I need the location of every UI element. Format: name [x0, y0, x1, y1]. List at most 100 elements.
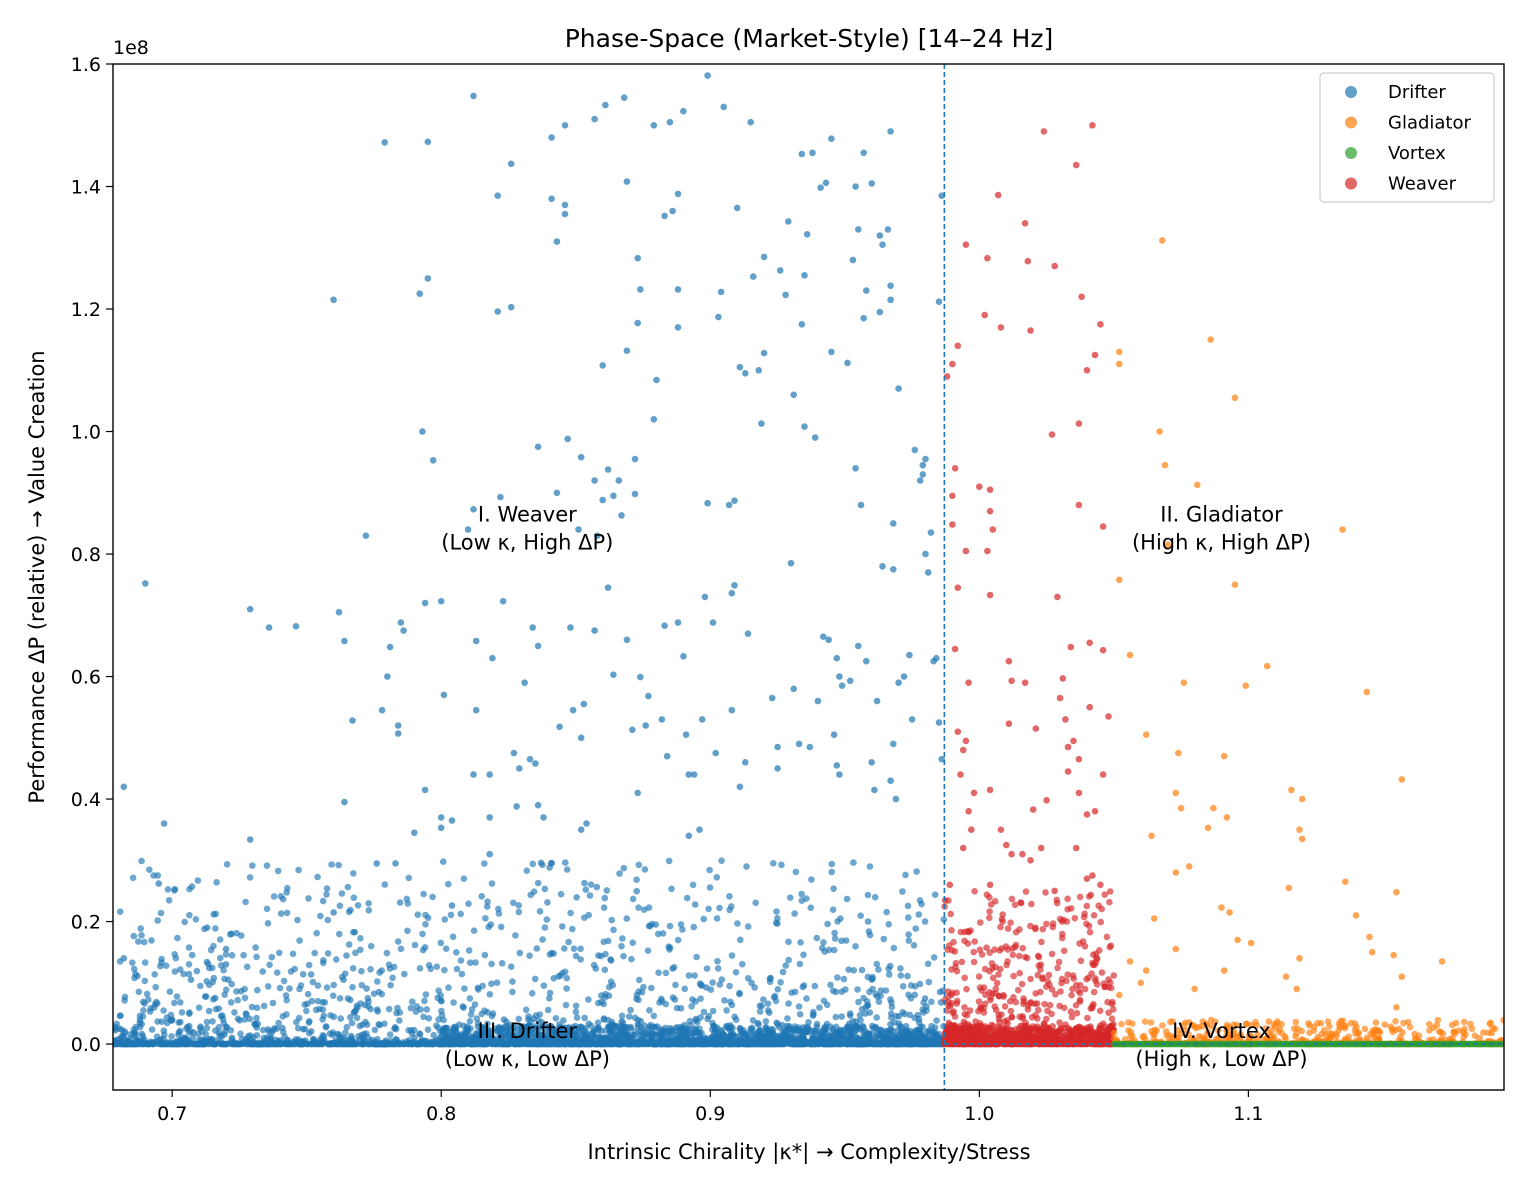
drifter-point — [818, 944, 826, 952]
drifter-point — [404, 927, 411, 935]
drifter-point — [795, 1003, 803, 1010]
drifter-point — [791, 988, 799, 996]
drifter-point — [880, 935, 888, 943]
drifter-point — [598, 998, 605, 1006]
drifter-point — [904, 902, 912, 910]
drifter-point — [329, 992, 337, 999]
drifter-point — [228, 980, 235, 988]
weaver-point — [1009, 951, 1017, 959]
drifter-point — [697, 995, 704, 1002]
weaver-point — [1069, 985, 1076, 993]
drifter-point — [923, 1007, 930, 1014]
weaver-point — [1081, 985, 1089, 993]
weaver-point — [983, 1030, 990, 1037]
drifter-point — [528, 990, 536, 997]
drifter-point — [756, 1008, 764, 1015]
drifter-point — [728, 952, 736, 959]
drifter-point — [530, 1015, 537, 1022]
drifter-point — [845, 966, 852, 973]
weaver-point — [1103, 1026, 1110, 1034]
drifter-point — [201, 993, 209, 1000]
weaver-point — [966, 1023, 974, 1030]
weaver-point — [1105, 976, 1112, 983]
drifter-point — [478, 893, 486, 900]
weaver-point — [1092, 977, 1099, 985]
drifter-point — [197, 1023, 204, 1030]
weaver-point — [980, 1009, 988, 1016]
weaver-point — [1017, 899, 1025, 906]
drifter-point — [811, 1027, 818, 1035]
drifter-point — [587, 1022, 595, 1029]
drifter-point — [185, 961, 193, 968]
drifter-point — [202, 1031, 210, 1038]
weaver-point — [1042, 889, 1049, 896]
drifter-point — [387, 981, 394, 989]
drifter-point — [732, 969, 740, 976]
drifter-point — [905, 991, 912, 999]
drifter-point — [321, 999, 329, 1006]
drifter-point — [885, 921, 892, 928]
drifter-point — [209, 1018, 216, 1025]
drifter-point — [832, 988, 840, 996]
weaver-point — [1032, 925, 1039, 933]
drifter-point — [150, 1004, 158, 1011]
weaver-point — [1077, 957, 1085, 965]
drifter-point — [241, 1016, 248, 1023]
drifter-point — [246, 874, 254, 881]
drifter-point — [405, 1027, 412, 1034]
drifter-point — [401, 970, 408, 978]
drifter-point — [721, 997, 728, 1004]
drifter-point — [847, 1033, 854, 1041]
drifter-point — [253, 986, 261, 994]
drifter-point — [659, 930, 667, 937]
drifter-point — [800, 951, 807, 959]
drifter-point — [268, 953, 276, 961]
drifter-point — [406, 1036, 413, 1044]
drifter-point — [869, 1022, 876, 1030]
drifter-point — [891, 1019, 898, 1026]
weaver-point — [1041, 1000, 1048, 1008]
drifter-point — [358, 981, 366, 989]
drifter-point — [212, 1027, 219, 1034]
drifter-point — [548, 859, 556, 867]
drifter-point — [889, 1027, 897, 1035]
weaver-point — [1054, 1039, 1061, 1047]
drifter-point — [873, 1014, 880, 1021]
drifter-point — [404, 900, 412, 907]
drifter-point — [869, 985, 876, 993]
drifter-point — [330, 1013, 338, 1021]
drifter-point — [314, 873, 321, 881]
weaver-point — [1018, 980, 1026, 988]
drifter-point — [305, 961, 313, 969]
drifter-point — [646, 1007, 653, 1014]
weaver-point — [1092, 959, 1099, 966]
drifter-point — [248, 1003, 256, 1011]
drifter-point — [665, 943, 672, 950]
drifter-point — [276, 949, 283, 957]
drifter-point — [138, 857, 145, 865]
drifter-point — [137, 925, 144, 932]
drifter-point — [603, 887, 611, 894]
drifter-point — [683, 894, 691, 902]
drifter-point — [227, 999, 235, 1006]
weaver-point — [1085, 893, 1093, 900]
drifter-point — [116, 908, 124, 915]
drifter-point — [648, 1029, 655, 1037]
drifter-point — [582, 1037, 589, 1044]
drifter-point — [215, 1005, 223, 1012]
drifter-point — [118, 1032, 126, 1040]
drifter-point — [840, 975, 848, 983]
drifter-point — [195, 1004, 203, 1011]
drifter-point — [177, 1018, 184, 1026]
drifter-point — [277, 910, 285, 917]
drifter-point — [458, 970, 466, 978]
drifter-point — [317, 912, 324, 920]
drifter-point — [594, 1024, 602, 1031]
drifter-point — [645, 904, 653, 911]
drifter-point — [354, 902, 362, 909]
weaver-point — [1010, 972, 1017, 980]
weaver-point — [991, 1003, 998, 1010]
drifter-point — [727, 1036, 734, 1043]
weaver-point — [1092, 1031, 1100, 1038]
drifter-point — [696, 980, 704, 987]
